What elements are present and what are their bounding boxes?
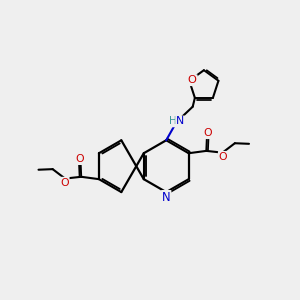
Text: N: N [176, 116, 184, 126]
Text: H: H [169, 116, 176, 126]
Text: O: O [76, 154, 84, 164]
Text: O: O [188, 75, 197, 85]
Text: O: O [60, 178, 69, 188]
Text: O: O [219, 152, 227, 162]
Text: N: N [162, 191, 170, 204]
Text: O: O [203, 128, 212, 138]
